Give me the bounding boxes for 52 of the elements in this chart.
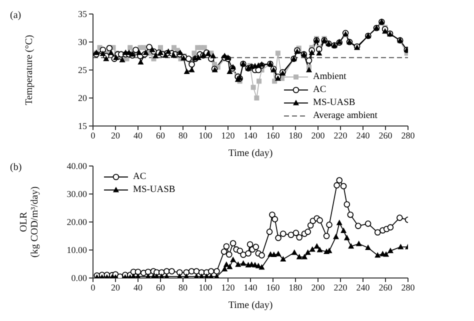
legend-label: Average ambient [313,110,378,120]
x-tick-label: 140 [244,130,258,140]
y-tick-label: 30.00 [66,189,88,200]
y-axis-title: Temperature (°C) [24,34,35,106]
x-tick-label: 60 [156,282,166,292]
y-axis-title: OLR (kg COD/m³/day) [18,186,40,258]
y-tick-label: 35 [78,9,88,20]
x-tick-label: 140 [244,282,258,292]
x-tick-label: 120 [221,130,236,140]
x-tick-label: 100 [198,130,213,140]
x-tick-label: 160 [266,130,280,140]
x-tick-label: 240 [356,282,370,292]
y-tick-label: 0.00 [71,273,88,284]
x-tick-label: 40 [134,282,143,292]
x-axis-title: Time (day) [228,300,273,311]
x-tick-label: 20 [111,282,120,292]
legend-label: Ambient [313,72,346,82]
x-tick-label: 220 [334,130,348,140]
x-tick-label: 0 [90,130,96,140]
x-tick-label: 60 [156,130,166,140]
legend-label: AC [313,84,326,94]
x-tick-label: 40 [134,130,143,140]
x-axis-title: Time (day) [228,148,273,159]
y-tick-label: 10.00 [66,245,88,256]
y-tick-label: 30 [78,37,88,48]
x-tick-label: 260 [378,282,393,292]
y-tick-label: 15 [78,121,88,132]
x-tick-label: 180 [288,130,303,140]
y-tick-label: 20.00 [66,217,88,228]
x-tick-label: 220 [334,282,348,292]
y-tick-label: 20 [78,93,88,104]
x-tick-label: 240 [356,130,370,140]
x-tick-label: 160 [266,282,280,292]
x-tick-label: 200 [311,130,326,140]
x-tick-label: 0 [90,282,96,292]
y-tick-label: 40.00 [66,161,88,172]
y-tick-label: 25 [78,65,88,76]
x-tick-label: 80 [178,130,188,140]
legend-label: MS-UASB [313,98,356,108]
x-tick-label: 180 [288,282,303,292]
legend-label: MS-UASB [133,184,176,194]
x-tick-label: 120 [221,282,236,292]
x-tick-label: 280 [401,130,416,140]
chart-title: (a) [10,10,22,21]
x-tick-label: 280 [401,282,416,292]
chart-title: (b) [10,162,22,173]
legend-label: AC [133,172,146,182]
x-tick-label: 100 [198,282,213,292]
x-tick-label: 260 [378,130,393,140]
x-tick-label: 200 [311,282,326,292]
x-tick-label: 20 [111,130,120,140]
x-tick-label: 80 [178,282,188,292]
